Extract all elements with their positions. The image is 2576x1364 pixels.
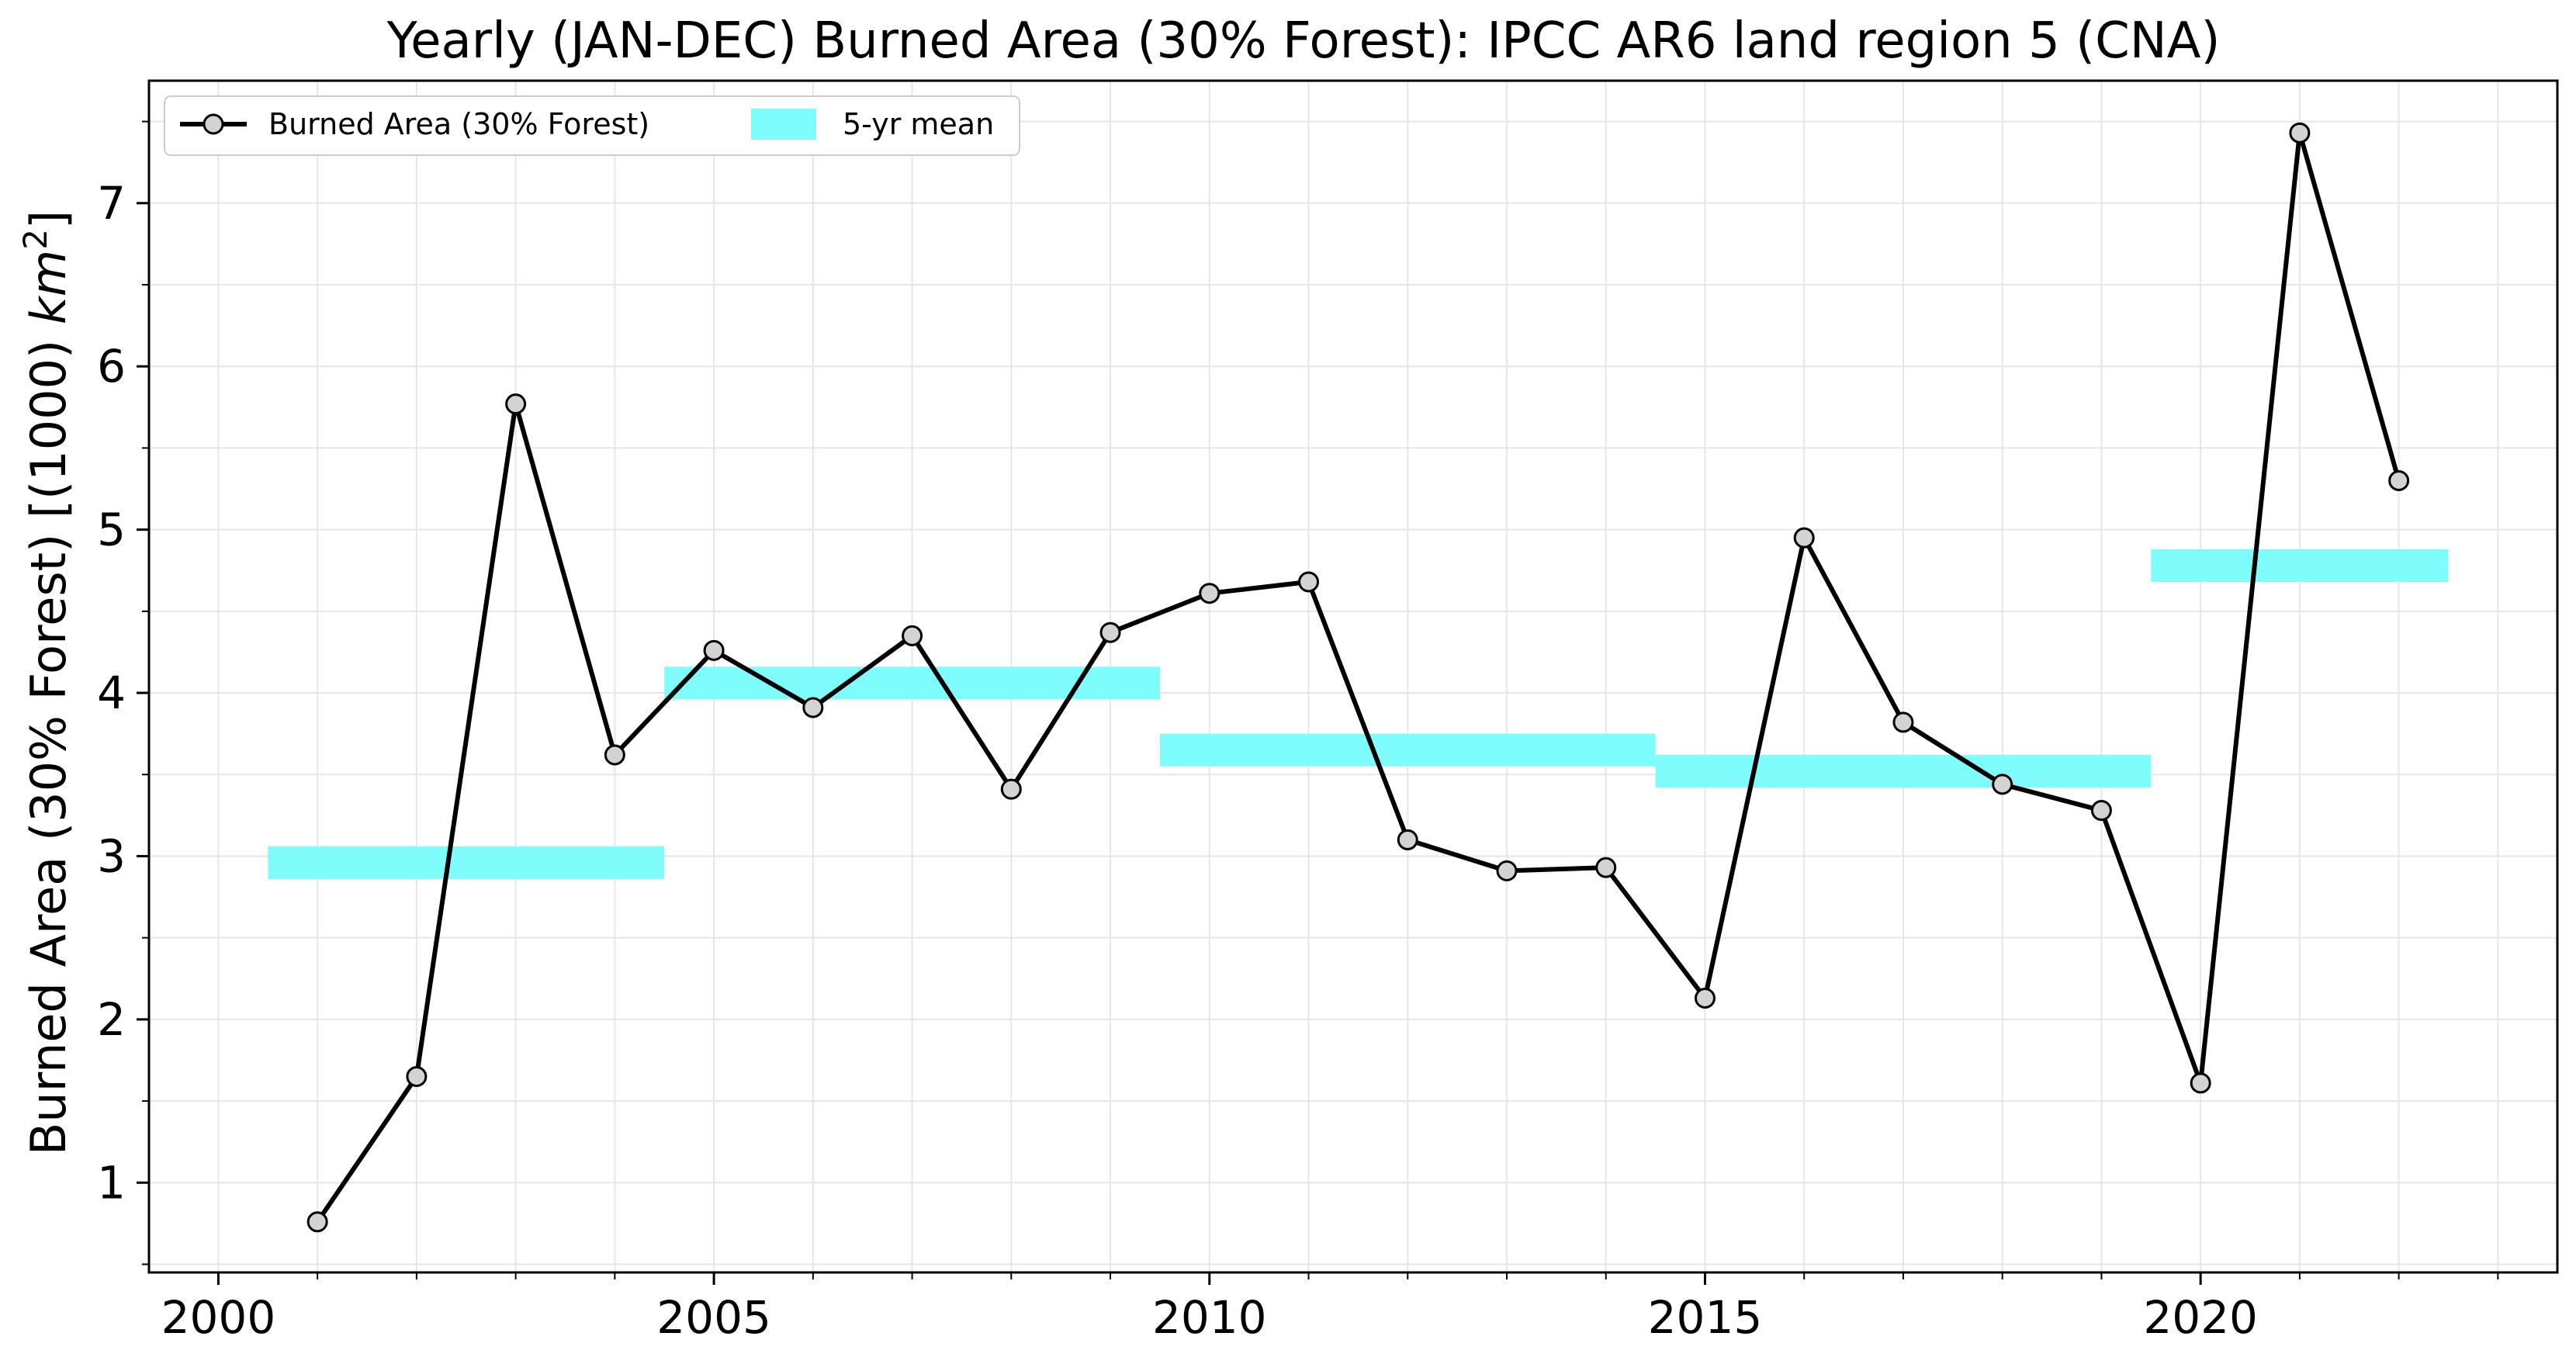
five-year-mean-bar (1159, 733, 1656, 767)
y-tick-label: 7 (97, 177, 126, 230)
y-tick-label: 5 (97, 504, 126, 556)
data-point (802, 697, 824, 718)
x-tick-label: 2000 (161, 1291, 276, 1344)
data-point (306, 1211, 328, 1233)
x-tick-label: 2005 (656, 1291, 771, 1344)
data-point (1595, 857, 1617, 878)
y-tick-label: 3 (97, 829, 126, 882)
data-point (2190, 1072, 2211, 1094)
data-point (406, 1066, 428, 1088)
data-point (1397, 829, 1418, 850)
data-point (1694, 988, 1716, 1009)
five-year-mean-bar (2151, 549, 2449, 582)
legend-mean-swatch (751, 109, 816, 140)
data-point (604, 744, 625, 766)
y-tick-label: 2 (97, 993, 126, 1046)
y-tick-label: 1 (97, 1156, 126, 1209)
legend-label-5yr-mean: 5-yr mean (843, 107, 994, 141)
y-tick-label: 6 (97, 340, 126, 393)
chart-title: Yearly (JAN-DEC) Burned Area (30% Forest… (386, 12, 2221, 70)
data-point (902, 625, 923, 646)
data-point (2388, 470, 2410, 492)
legend-label-burned-area: Burned Area (30% Forest) (268, 107, 649, 141)
gridlines (149, 81, 2557, 1272)
data-point (1793, 527, 1815, 549)
plot-frame (147, 79, 2559, 1274)
data-point (1199, 583, 1220, 604)
five-year-mean-bars (268, 549, 2449, 879)
burned-area-line (315, 130, 2401, 1224)
x-tick-label: 2015 (1648, 1291, 1763, 1344)
axis-ticks: 2000 2005 2010 2015 2020 1 2 3 4 5 6 7 (97, 120, 2499, 1344)
five-year-mean-bar (268, 846, 665, 879)
data-point (1000, 778, 1022, 800)
data-point (505, 393, 527, 415)
legend-marker-swatch (203, 113, 224, 135)
y-axis-label: Burned Area (30% Forest) [(1000) km2] (16, 210, 77, 1155)
data-point (703, 639, 725, 661)
data-point (1099, 621, 1121, 643)
burned-area-series (306, 122, 2410, 1233)
five-year-mean-bar (1655, 754, 2152, 788)
data-point (1892, 711, 1914, 733)
legend: Burned Area (30% Forest) 5-yr mean (164, 95, 1020, 156)
x-tick-label: 2020 (2143, 1291, 2258, 1344)
data-point (2289, 122, 2311, 144)
data-point (1496, 860, 1518, 881)
data-point (2090, 800, 2112, 822)
x-tick-label: 2010 (1152, 1291, 1267, 1344)
data-point (1298, 571, 1320, 593)
y-tick-label: 4 (97, 666, 126, 719)
data-point (1992, 774, 2013, 795)
